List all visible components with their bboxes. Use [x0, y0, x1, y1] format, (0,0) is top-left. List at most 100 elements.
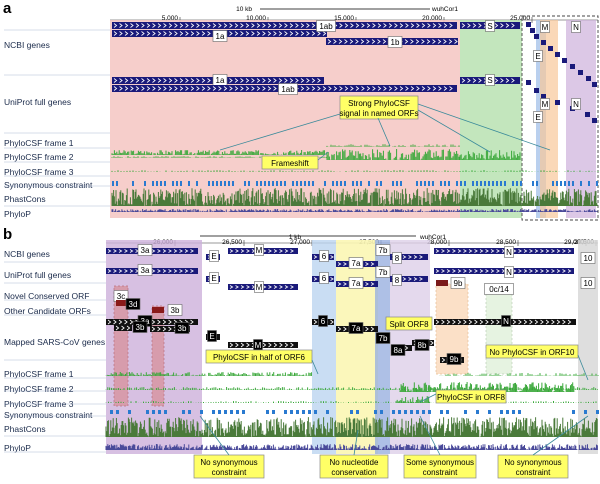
b-label-7a-sarscov-text: 7a — [352, 324, 361, 333]
a-gene-1a-ncbi-arrow — [240, 31, 244, 36]
a-synonymous-mark — [160, 181, 162, 186]
b-label-e-uniprot-text: E — [211, 274, 216, 283]
b-label-3a-uniprot: 3a — [137, 264, 153, 276]
a-gene-1ab-ncbi-arrow — [339, 23, 343, 28]
a-gene-1ab-ncbi-arrow — [443, 23, 448, 28]
b-gene-m-uniprot-arrow — [240, 285, 245, 289]
b-gene-3a-uniprot-arrow — [162, 269, 167, 273]
a-gene-1ab-ncbi-arrow — [141, 23, 145, 28]
b-callout-nosyn1-text: constraint — [212, 468, 247, 477]
a-synonymous-mark — [420, 181, 422, 186]
a-gene-s-uniprot-arrow — [511, 78, 515, 83]
a-callout-frameshift-text: Frameshift — [271, 159, 310, 168]
a-tick-label: 10,000 — [246, 15, 266, 22]
b-label-3b-sarscov-a: 3b — [132, 321, 148, 333]
b-gene-7a-uniprot-arrow — [365, 282, 369, 286]
a-gene-1ab-uniprot-arrow — [190, 86, 195, 91]
a-gene-s-ncbi-arrow — [478, 23, 482, 28]
b-track-phylocsf-frame1: PhyloCSF frame 1 — [4, 369, 74, 379]
a-track-phylocsf-frame1: PhyloCSF frame 1 — [4, 138, 74, 148]
b-gene-m-uniprot-arrow — [284, 285, 289, 289]
b-label-8-uniprot-box — [392, 274, 402, 286]
a-gene-1a-uniprot-arrow — [317, 78, 321, 83]
a-gene-1ab-ncbi-arrow — [157, 23, 162, 28]
b-gene-7a-ncbi-arrow — [370, 262, 375, 266]
b-gene-n-ncbi-arrow — [567, 249, 572, 253]
a-gene-1ab-uniprot-arrow — [223, 86, 228, 91]
a-synonymous-mark — [500, 181, 502, 186]
a-synonymous-mark — [336, 181, 338, 186]
a-gene-1ab-ncbi-arrow — [234, 23, 239, 28]
b-gene-3a-ncbi-arrow — [190, 249, 194, 253]
a-gene-1ab-ncbi-arrow — [245, 23, 250, 28]
b-gene-n-ncbi-arrow — [512, 249, 517, 253]
a-gene-1ab-uniprot-arrow — [361, 86, 365, 91]
a-gene-1a-uniprot-arrow — [207, 78, 211, 83]
b-label-7a-uniprot-text: 7a — [352, 279, 361, 288]
b-synonymous-mark — [128, 410, 131, 414]
b-label-9b-sarscov: 9b — [446, 353, 462, 365]
a-gene-1b-ncbi-arrow — [333, 39, 337, 44]
b-gene-3a-uniprot-arrow — [129, 269, 134, 273]
a-label-s-uniprot: S — [485, 74, 495, 86]
a-gene-1a-uniprot-arrow — [256, 78, 261, 83]
a-gene-1a-uniprot-arrow — [113, 78, 118, 83]
b-callout-somesyn-text: Some synonymous — [406, 458, 474, 467]
a-label-1ab-uniprot-text: 1ab — [281, 85, 295, 94]
a-region-m — [540, 20, 558, 218]
a-synonymous-mark — [504, 181, 506, 186]
b-label-7a-ncbi-text: 7a — [352, 259, 361, 268]
b-sarscov-3c-arrow — [115, 325, 120, 331]
b-tick-label: 29,000 — [564, 239, 584, 246]
a-gene-1a-uniprot-arrow — [234, 78, 239, 83]
b-synonymous-mark — [410, 410, 413, 414]
b-gene-3a-uniprot-arrow — [179, 269, 183, 273]
b-gene-m-ncbi-arrow — [246, 249, 250, 253]
b-sarscov-n-arrow — [529, 319, 533, 325]
b-gene-n-uniprot-arrow — [523, 269, 528, 273]
a-gene-1b-ncbi-arrow — [454, 39, 458, 44]
b-label-3d-candidate-box — [125, 298, 141, 310]
b-label-9b-candidate-box — [450, 277, 466, 289]
b-label-n-sarscov: N — [501, 315, 511, 327]
b-sarscov-m-bar — [228, 342, 298, 348]
b-label-3b-sarscov-a-text: 3b — [136, 323, 145, 332]
a-gene-1a-ncbi-arrow — [201, 31, 206, 36]
b-callout-split8-box — [385, 316, 433, 331]
b-region-orf0c14 — [485, 283, 513, 375]
a-synonymous-mark — [196, 181, 198, 186]
b-callout-noorf10-text: No PhyloCSF in ORF10 — [490, 348, 575, 357]
b-synonymous-mark — [380, 410, 383, 414]
a-gene-1ab-ncbi-arrow — [262, 23, 266, 28]
b-gene-m-uniprot-arrow — [290, 285, 294, 289]
a-synonymous-mark — [448, 181, 450, 186]
a-gene-1a-ncbi-arrow — [113, 31, 118, 36]
b-synonymous-mark — [404, 410, 407, 414]
a-gene-1a-uniprot-arrow — [229, 78, 233, 83]
a-gene-1a-uniprot-arrow — [306, 78, 310, 83]
b-synonymous-mark — [584, 410, 587, 414]
b-label-7b-uniprot-box — [375, 266, 391, 278]
a-synonymous-mark — [480, 181, 482, 186]
b-gene-3a-uniprot-arrow — [168, 269, 172, 273]
a-gene-1ab-ncbi-arrow — [311, 23, 316, 28]
a-synonymous-mark — [244, 181, 246, 186]
b-label-10-ncbi-text: 10 — [584, 254, 593, 263]
a-gene-s-ncbi-arrow — [467, 23, 471, 28]
a-gene-1a-ncbi-arrow — [289, 31, 294, 36]
b-sarscov-m-arrow — [229, 342, 234, 348]
b-synonymous-mark — [188, 410, 191, 414]
b-gene-3a-ncbi-arrow — [179, 249, 183, 253]
a-accessory-gene — [541, 40, 546, 45]
b-synonymous-mark — [440, 410, 443, 414]
a-callout-frameshift-box — [261, 155, 319, 170]
a-gene-s-ncbi-arrow — [472, 23, 477, 28]
a-label-e-ncbi: E — [533, 50, 543, 62]
b-callout-half6: PhyloCSF in half of ORF6 — [205, 349, 313, 364]
b-label-9b-sarscov-text: 9b — [450, 355, 459, 364]
a-gene-1ab-ncbi-arrow — [146, 23, 151, 28]
b-sarscov-m-arrow — [268, 342, 272, 348]
b-gene-n-uniprot-arrow — [496, 269, 500, 273]
